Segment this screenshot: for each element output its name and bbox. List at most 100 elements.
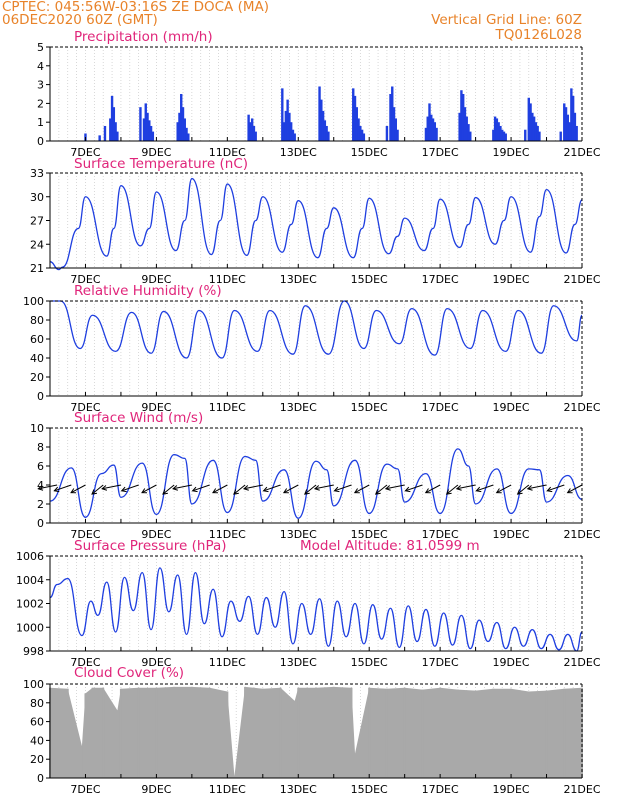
precip-bar: [435, 127, 438, 141]
precipitation-y-tick-label: 1: [37, 116, 44, 129]
wind-x-tick-label: 7DEC: [70, 528, 100, 541]
humidity-x-tick-label: 15DEC: [351, 401, 388, 414]
cloud-y-tick-label: 0: [37, 772, 44, 785]
precip-bar: [353, 95, 357, 141]
wind-panel: [37, 427, 583, 524]
wind-arrow: [192, 484, 210, 492]
pressure-x-tick-label: 15DEC: [351, 656, 388, 669]
precip-bar: [504, 133, 507, 141]
precip-bar: [288, 112, 291, 141]
precipitation-panel: [46, 46, 583, 142]
precip-bar: [178, 112, 181, 141]
precip-bar: [112, 107, 116, 141]
humidity-x-tick-label: 17DEC: [422, 401, 459, 414]
precip-bar: [424, 127, 428, 141]
humidity-x-tick-label: 9DEC: [141, 401, 171, 414]
wind-y-tick-label: 2: [37, 498, 44, 511]
wind-arrow: [547, 484, 565, 492]
precip-bar: [325, 125, 328, 141]
wind-arrow: [263, 484, 281, 492]
cloud-y-tick-label: 100: [23, 678, 44, 691]
precip-bar: [502, 131, 506, 141]
wind-arrow: [476, 484, 494, 492]
precip-bar: [396, 129, 399, 141]
precip-bar: [284, 110, 288, 141]
wind-arrow: [70, 484, 86, 494]
precip-bar: [461, 94, 465, 141]
wind-arrow: [334, 484, 352, 492]
precip-bar: [469, 131, 472, 141]
precip-bar: [501, 129, 504, 141]
precip-bar: [254, 131, 257, 141]
precip-bar: [183, 118, 186, 141]
wind-arrow-head: [333, 486, 340, 493]
precip-bar: [538, 131, 541, 141]
precip-bar: [291, 129, 295, 141]
precip-bar: [493, 116, 497, 141]
wind-arrow: [283, 484, 299, 494]
precipitation-y-tick-label: 4: [37, 60, 44, 73]
temperature-y-tick-label: 33: [30, 167, 44, 180]
wind-arrow-head: [495, 488, 502, 494]
pressure-line: [49, 567, 583, 652]
wind-y-tick-label: 10: [30, 422, 44, 435]
wind-arrow-head: [242, 485, 249, 491]
precip-bar: [142, 118, 146, 141]
precip-bar: [527, 97, 530, 141]
temperature-x-tick-label: 13DEC: [280, 273, 317, 286]
humidity-y-tick-label: 0: [37, 390, 44, 403]
wind-arrow-head: [37, 485, 44, 491]
wind-title: Surface Wind (m/s): [74, 410, 203, 426]
precip-bar: [391, 86, 394, 141]
precipitation-title: Precipitation (mm/h): [74, 29, 213, 45]
wind-arrow: [212, 484, 228, 494]
precipitation-x-tick-label: 15DEC: [351, 146, 388, 159]
temperature-y-tick-label: 21: [30, 262, 44, 275]
precip-bar: [320, 99, 323, 141]
precip-bar: [98, 135, 101, 141]
temperature-x-tick-label: 17DEC: [422, 273, 459, 286]
temperature-y-tick-label: 27: [30, 215, 44, 228]
wind-arrow-head: [384, 485, 391, 491]
wind-arrow: [304, 484, 317, 495]
wind-line: [49, 448, 583, 519]
precip-bar: [536, 125, 539, 141]
humidity-x-tick-label: 13DEC: [280, 401, 317, 414]
precip-bar: [465, 116, 468, 141]
precip-bar: [185, 127, 188, 141]
temperature-x-tick-label: 19DEC: [493, 273, 530, 286]
precip-bar: [181, 107, 185, 141]
wind-y-tick-label: 6: [37, 460, 44, 473]
precip-bar: [116, 131, 119, 141]
cloud-title: Cloud Cover (%): [74, 665, 184, 681]
precipitation-x-tick-label: 7DEC: [70, 146, 100, 159]
precip-bar: [426, 116, 429, 141]
precipitation-y-tick-label: 3: [37, 79, 44, 92]
precip-bar: [289, 122, 293, 141]
pressure-x-tick-label: 9DEC: [141, 656, 171, 669]
precip-bar: [497, 122, 500, 141]
temperature-panel: [46, 172, 583, 271]
precip-bar: [360, 129, 364, 141]
pressure-x-tick-label: 21DEC: [563, 656, 600, 669]
precip-bar: [433, 122, 437, 141]
precip-bar: [180, 94, 183, 141]
precip-bar: [281, 88, 284, 141]
wind-arrow: [425, 484, 441, 494]
wind-x-tick-label: 9DEC: [141, 528, 171, 541]
precip-bar: [103, 125, 107, 141]
temperature-line: [49, 177, 583, 271]
wind-arrow-head: [304, 489, 310, 495]
precip-bar: [109, 118, 112, 141]
wind-arrow-head: [172, 485, 178, 491]
precip-bar: [460, 90, 463, 141]
cloud-y-tick-label: 20: [30, 753, 44, 766]
wind-arrow: [121, 484, 139, 492]
precip-bar: [492, 129, 495, 141]
header-grid-line: Vertical Grid Line: 60Z: [431, 12, 582, 28]
humidity-x-tick-label: 19DEC: [493, 401, 530, 414]
wind-arrow-head: [516, 489, 523, 495]
wind-arrow-head: [455, 485, 462, 491]
precip-bar: [389, 94, 392, 141]
precip-bar: [355, 107, 358, 141]
